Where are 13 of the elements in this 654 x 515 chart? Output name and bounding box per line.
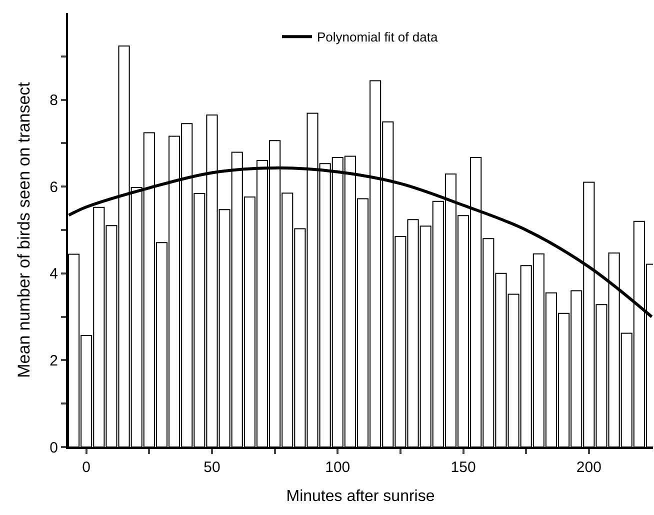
y-tick-label: 0 bbox=[50, 439, 58, 456]
x-axis-title: Minutes after sunrise bbox=[286, 488, 435, 506]
x-tick-label: 50 bbox=[204, 459, 220, 476]
x-tick-label: 150 bbox=[450, 459, 476, 476]
y-tick-label: 4 bbox=[50, 266, 58, 283]
x-tick-label: 200 bbox=[576, 459, 602, 476]
legend-label: Polynomial fit of data bbox=[317, 30, 438, 45]
x-tick-label: 0 bbox=[82, 459, 91, 476]
y-tick-label: 2 bbox=[50, 352, 58, 370]
y-tick-label: 8 bbox=[50, 92, 58, 110]
y-axis-title: Mean number of birds seen on transect bbox=[14, 82, 34, 378]
x-tick-label: 100 bbox=[325, 459, 350, 476]
y-tick-label: 6 bbox=[50, 178, 58, 196]
